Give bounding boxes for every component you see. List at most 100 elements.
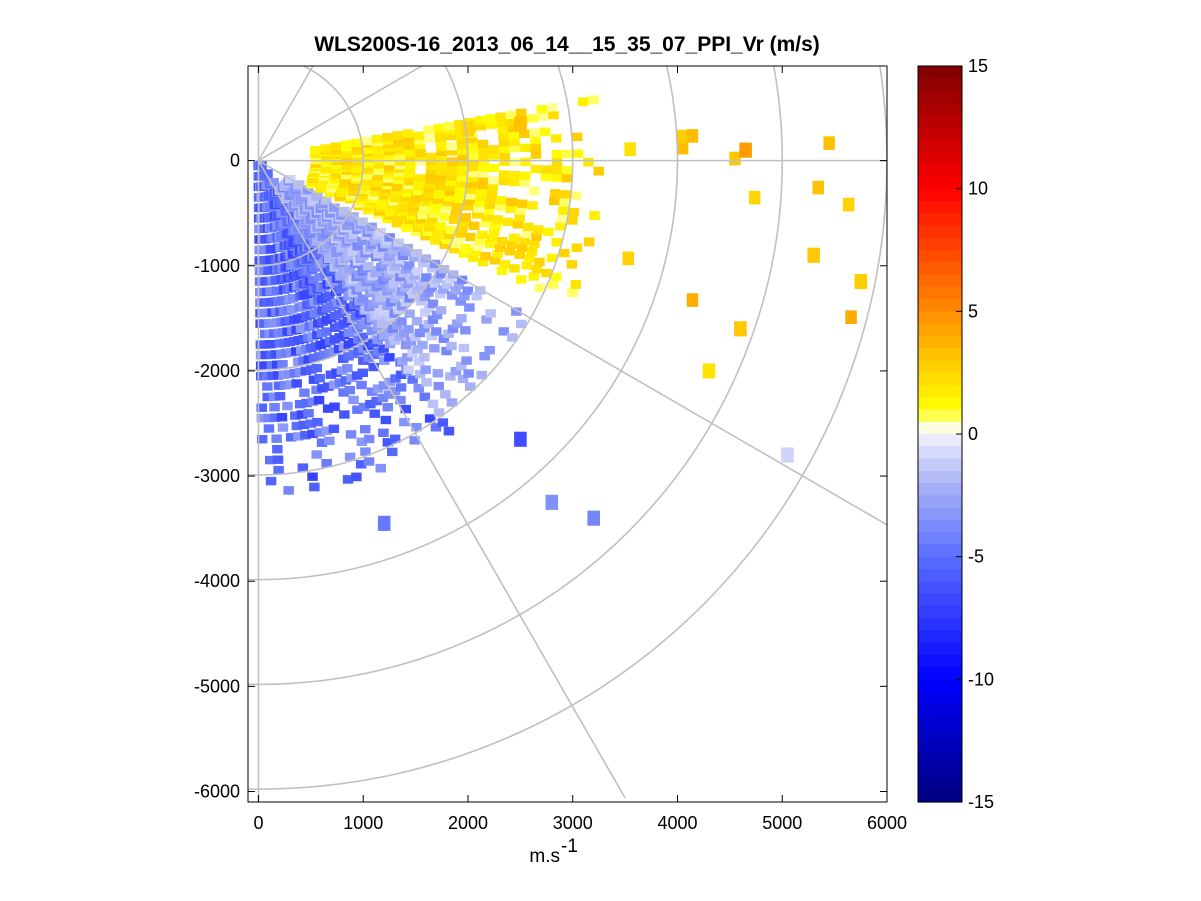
velocity-cell	[314, 374, 325, 383]
colorbar-band	[918, 213, 962, 227]
velocity-cell	[445, 225, 456, 235]
velocity-cell	[520, 157, 531, 166]
velocity-cell	[438, 212, 450, 221]
velocity-cell	[432, 369, 444, 378]
y-tick-label: 0	[230, 151, 240, 171]
colorbar-band	[918, 728, 962, 742]
velocity-cell	[423, 288, 434, 297]
velocity-cell	[257, 224, 269, 233]
velocity-cell	[377, 393, 389, 403]
velocity-cell	[371, 396, 382, 406]
velocity-cell	[514, 250, 525, 259]
velocity-cell	[339, 177, 351, 187]
velocity-cell	[340, 140, 352, 149]
velocity-cell	[299, 388, 310, 397]
velocity-cell	[272, 455, 284, 464]
colorbar-band	[918, 483, 962, 496]
velocity-cell	[366, 387, 378, 396]
velocity-cell	[481, 315, 492, 324]
velocity-cell	[460, 326, 471, 335]
velocity-cell	[383, 390, 395, 399]
velocity-cell	[545, 494, 559, 510]
velocity-cell	[676, 129, 688, 144]
velocity-cell	[468, 221, 480, 230]
colorbar-band	[918, 409, 962, 423]
velocity-cell	[450, 210, 461, 219]
velocity-cell	[415, 215, 427, 224]
velocity-cell	[509, 233, 520, 243]
velocity-cell	[377, 515, 391, 531]
velocity-cell	[499, 170, 510, 179]
velocity-cell	[402, 129, 414, 138]
velocity-cell	[429, 344, 440, 353]
velocity-cell	[527, 114, 539, 123]
velocity-cell	[421, 378, 432, 387]
colorbar-band	[918, 519, 962, 533]
velocity-cell	[457, 157, 468, 166]
velocity-cell	[273, 381, 285, 390]
velocity-cell	[290, 411, 301, 420]
velocity-cell	[467, 174, 478, 183]
velocity-cell	[551, 173, 562, 182]
velocity-cell	[486, 120, 497, 129]
velocity-cell	[441, 346, 452, 356]
velocity-cell	[306, 365, 317, 374]
velocity-cell	[368, 362, 379, 372]
velocity-cell	[541, 268, 552, 278]
velocity-cell	[519, 236, 530, 246]
velocity-cell	[499, 157, 510, 166]
velocity-cell	[403, 365, 414, 374]
velocity-cell	[463, 369, 474, 378]
x-tick-label: 0	[253, 813, 263, 833]
velocity-cell	[450, 286, 461, 295]
velocity-cell	[329, 402, 340, 411]
velocity-cell	[418, 258, 429, 268]
velocity-cell	[471, 292, 482, 301]
velocity-cell	[499, 151, 510, 160]
velocity-cell	[514, 431, 527, 447]
velocity-cell	[422, 193, 433, 202]
velocity-cell	[415, 148, 426, 157]
velocity-cell	[497, 125, 508, 134]
velocity-cell	[489, 256, 501, 265]
velocity-cell	[311, 450, 322, 459]
velocity-cell	[289, 368, 301, 378]
velocity-cell	[321, 459, 332, 468]
velocity-cell	[455, 297, 466, 306]
colorbar-band	[918, 274, 962, 288]
velocity-cell	[445, 372, 456, 381]
velocity-cell	[541, 165, 552, 174]
velocity-cell	[464, 196, 475, 205]
velocity-cell	[812, 180, 824, 195]
colorbar-band	[918, 372, 962, 386]
y-axis: 0 -1000 -2000 -3000 -4000 -5000 -6000	[194, 151, 887, 801]
velocity-cell	[433, 381, 444, 391]
velocity-cell	[277, 423, 289, 432]
velocity-cell	[351, 138, 362, 148]
velocity-cell	[411, 423, 422, 432]
velocity-cell	[426, 152, 437, 162]
velocity-cell	[256, 435, 268, 444]
velocity-cell	[360, 447, 371, 456]
velocity-cell	[550, 189, 561, 198]
velocity-cell	[543, 227, 554, 237]
velocity-cell	[433, 190, 444, 200]
velocity-cell	[484, 346, 495, 355]
velocity-cell	[447, 324, 459, 333]
velocity-cell	[561, 174, 573, 183]
velocity-cell	[396, 317, 407, 326]
velocity-cell	[492, 249, 503, 259]
colorbar-band	[918, 568, 962, 582]
velocity-cell	[551, 165, 563, 174]
velocity-cell	[414, 135, 425, 145]
velocity-cell	[317, 384, 328, 393]
velocity-cell	[452, 199, 464, 209]
colorbar-band	[918, 176, 962, 190]
velocity-cell	[432, 231, 443, 241]
velocity-cell	[361, 136, 372, 146]
velocity-cell	[278, 370, 289, 379]
velocity-cell	[403, 261, 415, 270]
colorbar-band	[918, 593, 962, 607]
azimuth-spoke	[257, 160, 626, 799]
